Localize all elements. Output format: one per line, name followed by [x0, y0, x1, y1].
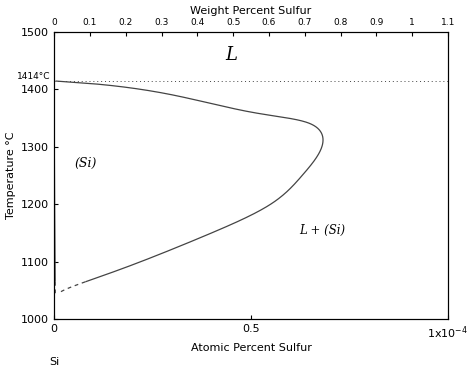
- Text: (Si): (Si): [74, 157, 97, 170]
- Text: L + (Si): L + (Si): [299, 224, 345, 237]
- X-axis label: Atomic Percent Sulfur: Atomic Percent Sulfur: [191, 343, 311, 353]
- Text: Si: Si: [49, 357, 59, 366]
- Text: L: L: [225, 46, 237, 64]
- Text: 1414°C: 1414°C: [18, 72, 51, 81]
- Y-axis label: Temperature °C: Temperature °C: [6, 132, 16, 219]
- X-axis label: Weight Percent Sulfur: Weight Percent Sulfur: [191, 6, 311, 16]
